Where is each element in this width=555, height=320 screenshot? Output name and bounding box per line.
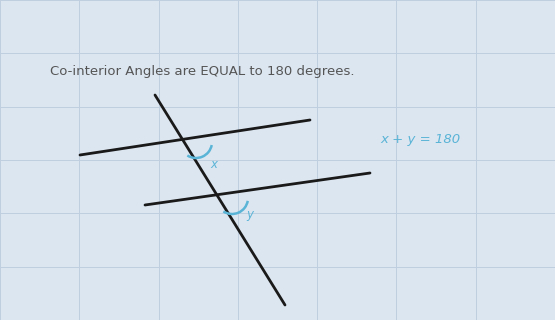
- Text: Co-interior Angles are EQUAL to 180 degrees.: Co-interior Angles are EQUAL to 180 degr…: [50, 66, 355, 78]
- Text: x: x: [210, 158, 217, 171]
- Text: x + y = 180: x + y = 180: [380, 133, 460, 147]
- Text: y: y: [246, 208, 253, 221]
